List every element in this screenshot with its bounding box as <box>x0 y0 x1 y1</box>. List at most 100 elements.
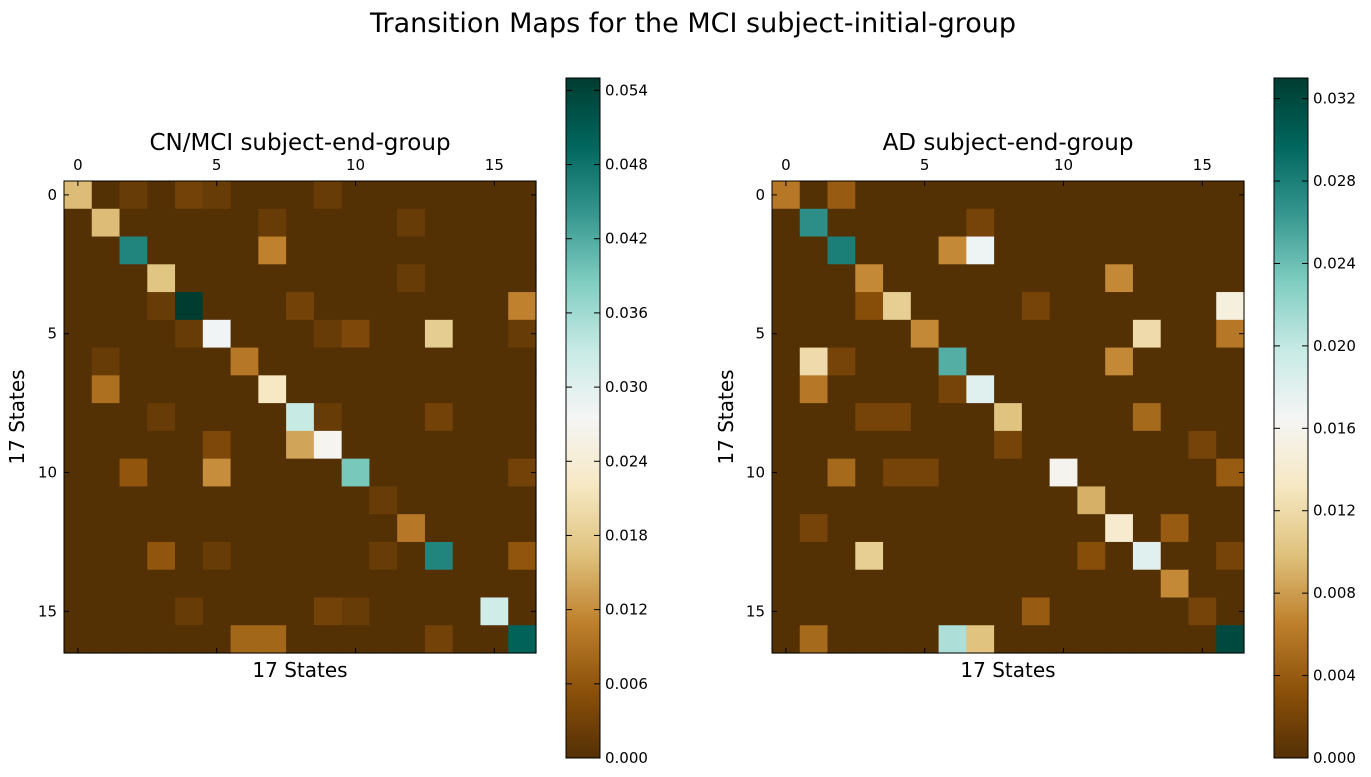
heatmap-cell <box>424 458 454 488</box>
heatmap-cell <box>1105 319 1134 349</box>
heatmap-cell <box>508 403 537 432</box>
heatmap-cell <box>1160 319 1190 349</box>
heatmap-cell <box>1132 597 1162 626</box>
heatmap-cell <box>91 375 121 404</box>
heatmap-cell <box>938 541 967 571</box>
heatmap-cell <box>119 458 148 488</box>
heatmap-cell <box>119 597 148 626</box>
heatmap-cell <box>452 625 482 654</box>
heatmap-cell <box>452 181 482 210</box>
heatmap-cell <box>1077 264 1106 293</box>
heatmap-cell <box>883 541 912 571</box>
heatmap-cell <box>1132 375 1162 404</box>
heatmap-cell <box>424 208 454 238</box>
heatmap-cell <box>772 264 801 293</box>
heatmap-cell <box>1160 541 1190 571</box>
heatmap-cell <box>1132 319 1162 349</box>
heatmap-cell <box>508 514 537 543</box>
heatmap-cell <box>1132 403 1162 432</box>
heatmap-cell <box>966 541 995 571</box>
heatmap-cell <box>1188 319 1217 349</box>
y-tick-label: 15 <box>746 602 765 620</box>
heatmap-cell <box>452 292 482 321</box>
x-tick-label: 10 <box>1054 156 1073 174</box>
heatmap-cell <box>286 514 315 543</box>
heatmap-cell <box>994 181 1023 210</box>
heatmap-cell <box>938 319 967 349</box>
heatmap-cell <box>966 458 995 488</box>
heatmap-cell <box>91 236 121 265</box>
heatmap-cell <box>855 569 884 599</box>
heatmap-cell <box>1105 403 1134 432</box>
heatmap-cell <box>1160 597 1190 626</box>
colorbar-tick-label: 0.004 <box>1313 667 1356 685</box>
x-tick-label: 0 <box>781 156 791 174</box>
heatmap-cell <box>910 597 940 626</box>
heatmap-cell <box>341 319 371 349</box>
heatmap-cell <box>175 514 204 543</box>
heatmap-title: AD subject-end-group <box>883 130 1134 156</box>
heatmap-cell <box>91 541 121 571</box>
heatmap-cell <box>397 208 426 238</box>
heatmap-cell <box>286 597 315 626</box>
heatmap-cell <box>827 597 856 626</box>
heatmap-cell <box>147 264 176 293</box>
heatmap-cell <box>175 347 204 376</box>
heatmap-cell <box>64 347 93 376</box>
heatmap-cell <box>1077 375 1106 404</box>
heatmap-cell <box>994 236 1023 265</box>
heatmap-cell <box>452 236 482 265</box>
heatmap-cell <box>397 347 426 376</box>
heatmap-cell <box>966 597 995 626</box>
heatmap-cell <box>230 597 259 626</box>
heatmap-cell <box>827 403 856 432</box>
y-tick-label: 0 <box>755 186 765 204</box>
heatmap-cell <box>883 597 912 626</box>
heatmap-cell <box>480 292 509 321</box>
heatmap-cell <box>313 541 343 571</box>
heatmap-cell <box>258 569 287 599</box>
heatmap-cell <box>910 458 940 488</box>
heatmap-cell <box>230 486 259 515</box>
heatmap-cell <box>1077 181 1106 210</box>
heatmap-cell <box>286 264 315 293</box>
heatmap-cell <box>175 292 204 321</box>
heatmap-cell <box>147 625 176 654</box>
heatmap-cell <box>313 236 343 265</box>
heatmap-cell <box>1077 292 1106 321</box>
heatmap-panel-cn-mci: CN/MCI subject-end-group 0 5 10 15 0 5 10 15 1… <box>5 77 648 767</box>
heatmap-cell <box>480 347 509 376</box>
heatmap-cell <box>1077 430 1106 460</box>
heatmap-cell <box>1188 375 1217 404</box>
heatmap-cell <box>258 541 287 571</box>
heatmap-cell <box>1105 430 1134 460</box>
heatmap-cell <box>1049 458 1079 488</box>
heatmap-cell <box>480 236 509 265</box>
heatmap-cell <box>452 319 482 349</box>
heatmap-cell <box>994 264 1023 293</box>
heatmap-cell <box>994 597 1023 626</box>
colorbar-tick-label: 0.032 <box>1313 90 1356 108</box>
heatmap-cell <box>799 541 829 571</box>
heatmap-cell <box>1188 569 1217 599</box>
heatmap-cell <box>1160 625 1190 654</box>
heatmap-cell <box>286 347 315 376</box>
heatmap-cell <box>508 569 537 599</box>
heatmap-cell <box>369 208 398 238</box>
heatmap-cell <box>994 569 1023 599</box>
heatmap-cell <box>938 597 967 626</box>
heatmap-cell <box>424 292 454 321</box>
heatmap-cell <box>1021 403 1051 432</box>
heatmap-cell <box>910 208 940 238</box>
heatmap-cell <box>1160 292 1190 321</box>
heatmap-cell <box>1216 347 1245 376</box>
heatmap-cell <box>258 403 287 432</box>
heatmap-cell <box>341 486 371 515</box>
heatmap-cell <box>855 514 884 543</box>
heatmap-cell <box>369 486 398 515</box>
heatmap-cell <box>64 486 93 515</box>
heatmap-cell <box>147 319 176 349</box>
heatmap-cell <box>1105 347 1134 376</box>
heatmap-cell <box>1216 430 1245 460</box>
